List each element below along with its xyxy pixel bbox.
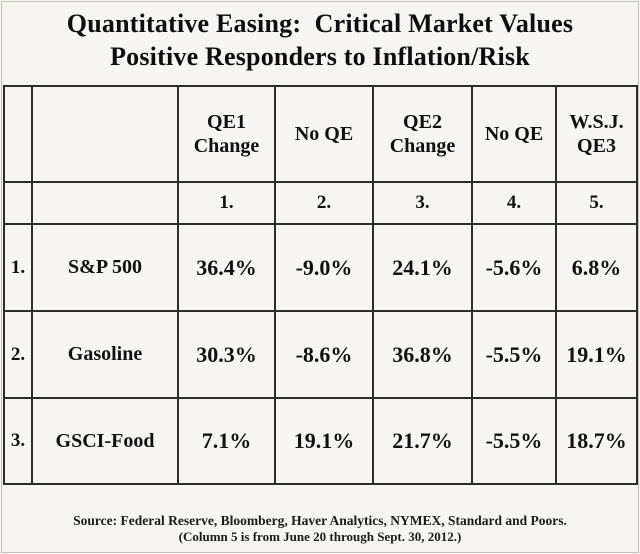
note-line: (Column 5 is from June 20 through Sept. … — [178, 529, 462, 544]
value-cell: -5.5% — [471, 310, 557, 399]
header-row: QE1 Change No QE QE2 Change No QE W.S.J.… — [3, 85, 638, 183]
chart-title: Quantitative Easing: Critical Market Val… — [0, 7, 640, 73]
col-number-2: 2. — [274, 181, 374, 225]
col-number-5: 5. — [555, 181, 638, 225]
value-cell: 36.4% — [177, 223, 276, 312]
source-line: Source: Federal Reserve, Bloomberg, Have… — [73, 513, 567, 528]
qe-data-table: QE1 Change No QE QE2 Change No QE W.S.J.… — [3, 85, 638, 485]
value-cell: 36.8% — [372, 310, 473, 399]
title-line-2: Positive Responders to Inflation/Risk — [110, 42, 530, 71]
row-label: GSCI-Food — [31, 397, 179, 485]
value-cell: -5.6% — [471, 223, 557, 312]
col-header-no-qe-1: No QE — [274, 85, 374, 183]
corner-cell — [31, 85, 179, 183]
title-line-1: Quantitative Easing: Critical Market Val… — [66, 9, 574, 38]
value-cell: 6.8% — [555, 223, 638, 312]
row-number: 3. — [3, 397, 33, 485]
row-label: Gasoline — [31, 310, 179, 399]
value-cell: 19.1% — [555, 310, 638, 399]
value-cell: -5.5% — [471, 397, 557, 485]
empty-cell — [31, 181, 179, 225]
row-label: S&P 500 — [31, 223, 179, 312]
value-cell: 30.3% — [177, 310, 276, 399]
col-header-no-qe-2: No QE — [471, 85, 557, 183]
source-footer: Source: Federal Reserve, Bloomberg, Have… — [0, 512, 640, 545]
value-cell: -8.6% — [274, 310, 374, 399]
table-row-sp500: 1. S&P 500 36.4% -9.0% 24.1% -5.6% 6.8% — [3, 223, 638, 312]
row-number: 2. — [3, 310, 33, 399]
value-cell: 21.7% — [372, 397, 473, 485]
value-cell: 18.7% — [555, 397, 638, 485]
col-number-1: 1. — [177, 181, 276, 225]
col-header-qe2-change: QE2 Change — [372, 85, 473, 183]
col-header-wsj-qe3: W.S.J. QE3 — [555, 85, 638, 183]
value-cell: -9.0% — [274, 223, 374, 312]
value-cell: 24.1% — [372, 223, 473, 312]
corner-cell — [3, 85, 33, 183]
col-header-qe1-change: QE1 Change — [177, 85, 276, 183]
value-cell: 7.1% — [177, 397, 276, 485]
table-row-gasoline: 2. Gasoline 30.3% -8.6% 36.8% -5.5% 19.1… — [3, 310, 638, 399]
col-number-4: 4. — [471, 181, 557, 225]
col-number-3: 3. — [372, 181, 473, 225]
column-number-row: 1. 2. 3. 4. 5. — [3, 181, 638, 225]
row-number: 1. — [3, 223, 33, 312]
empty-cell — [3, 181, 33, 225]
value-cell: 19.1% — [274, 397, 374, 485]
table-row-gsci-food: 3. GSCI-Food 7.1% 19.1% 21.7% -5.5% 18.7… — [3, 397, 638, 485]
